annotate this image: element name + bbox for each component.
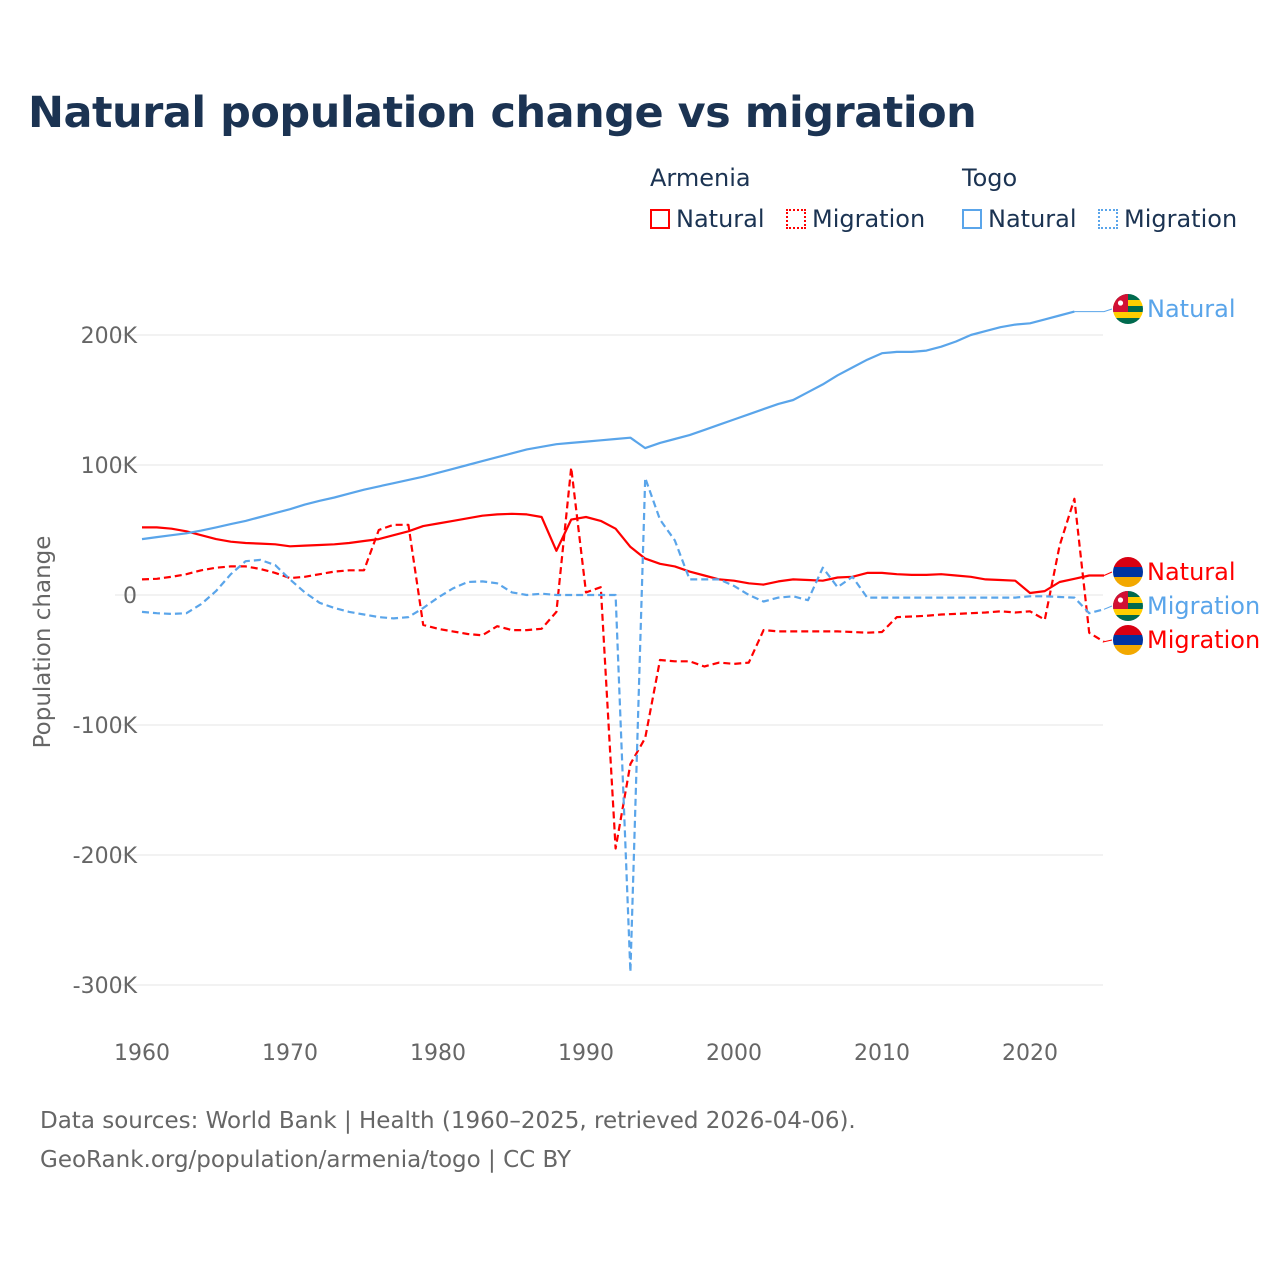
series-line-togo-migration[interactable] (141, 476, 1105, 974)
legend-swatch-solid (962, 209, 982, 229)
y-tick-label: -100K (73, 714, 138, 739)
series-line-armenia-migration[interactable] (141, 466, 1105, 850)
y-tick-label: -200K (73, 844, 138, 869)
legend-swatch-solid (650, 209, 670, 229)
armenia-flag-icon (1113, 557, 1143, 587)
legend-label: Migration (1124, 205, 1238, 233)
legend-label: Natural (988, 205, 1077, 233)
legend-group-togo: Togo (962, 164, 1018, 192)
y-tick-label: 0 (123, 584, 137, 609)
y-tick-label: -300K (73, 974, 138, 999)
togo-flag-icon (1113, 591, 1143, 621)
series-line-togo-natural[interactable] (141, 310, 1075, 541)
x-tick-label: 2000 (706, 1041, 762, 1066)
label-connector (1103, 639, 1113, 643)
series-end-label: Natural (1147, 558, 1236, 586)
x-tick-label: 2020 (1002, 1041, 1058, 1066)
label-connector (1103, 605, 1113, 610)
legend-label: Migration (812, 205, 926, 233)
series-end-label: Migration (1147, 592, 1260, 620)
series-end-label: Natural (1147, 295, 1236, 323)
armenia-flag-icon (1113, 625, 1143, 655)
x-tick-label: 1990 (558, 1041, 614, 1066)
legend-togo-natural[interactable]: Natural (962, 205, 1077, 233)
x-tick-label: 2010 (854, 1041, 910, 1066)
x-tick-label: 1960 (114, 1041, 170, 1066)
footer-link[interactable]: GeoRank.org/population/armenia/togo | CC… (40, 1147, 572, 1173)
legend-swatch-dotted (1098, 209, 1118, 229)
series-end-label: Migration (1147, 626, 1260, 654)
y-axis-label: Population change (30, 536, 56, 749)
togo-flag-icon (1113, 294, 1143, 324)
label-connector (1103, 571, 1113, 576)
legend-armenia-migration[interactable]: Migration (786, 205, 925, 233)
legend-swatch-dotted (786, 209, 806, 229)
y-tick-label: 100K (81, 454, 138, 479)
legend-group-armenia: Armenia (650, 164, 751, 192)
legend-togo-migration[interactable]: Migration (1098, 205, 1237, 233)
x-tick-label: 1970 (262, 1041, 318, 1066)
series-line-armenia-natural[interactable] (142, 512, 1104, 595)
label-connector (1074, 308, 1113, 313)
legend-label: Natural (676, 205, 765, 233)
legend-armenia-natural[interactable]: Natural (650, 205, 765, 233)
page-title: Natural population change vs migration (28, 88, 977, 138)
footer-sources: Data sources: World Bank | Health (1960–… (40, 1108, 856, 1134)
y-tick-label: 200K (81, 324, 138, 349)
x-tick-label: 1980 (410, 1041, 466, 1066)
